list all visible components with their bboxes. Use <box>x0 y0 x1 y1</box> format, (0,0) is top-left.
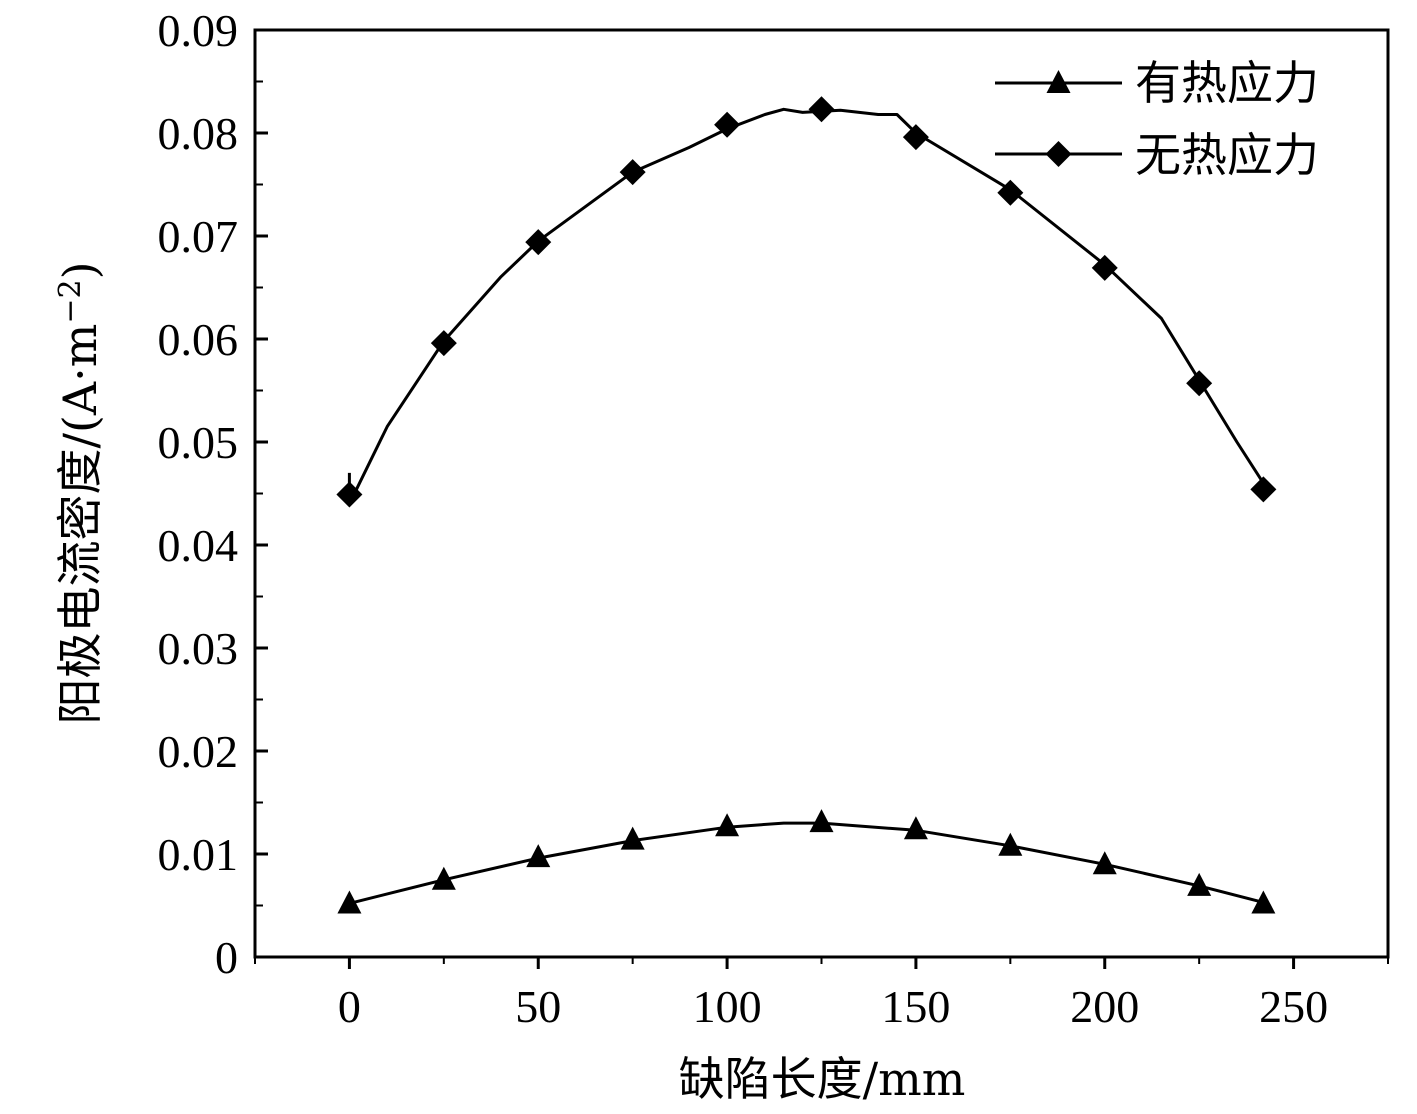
y-tick-label: 0.04 <box>158 520 239 571</box>
triangle-marker <box>715 813 740 837</box>
y-tick-label: 0 <box>215 932 238 983</box>
y-axis-label: 阳极电流密度/(A·m−2) <box>53 261 107 724</box>
triangle-marker <box>337 890 362 914</box>
x-tick-label: 150 <box>881 981 950 1032</box>
y-tick-label: 0.09 <box>158 5 239 56</box>
y-tick-label: 0.07 <box>158 211 239 262</box>
legend: 有热应力 无热应力 <box>995 56 1319 182</box>
legend-label-with-thermal-stress: 有热应力 <box>1135 56 1319 110</box>
diamond-marker <box>1250 476 1277 503</box>
y-tick-label: 0.08 <box>158 108 239 159</box>
triangle-marker <box>620 826 645 850</box>
series-line-1 <box>349 821 1264 905</box>
triangle-marker <box>1092 851 1117 875</box>
x-tick-label: 50 <box>515 981 561 1032</box>
diamond-marker <box>997 179 1024 206</box>
y-tick-label: 0.06 <box>158 314 239 365</box>
diamond-marker <box>902 124 929 151</box>
axis-ticks: 0 50 100 150 200 250 0 0.01 0.02 0.03 0.04 0.05 0.06… <box>158 5 1389 1032</box>
diamond-marker <box>1091 254 1118 281</box>
y-tick-label: 0.01 <box>158 829 239 880</box>
y-axis-label-close: ) <box>53 261 107 279</box>
y-axis-label-main: 阳极电流密度/(A·m <box>53 324 107 725</box>
triangle-marker <box>1187 872 1212 896</box>
diamond-marker <box>336 481 363 508</box>
diamond-marker <box>430 330 457 357</box>
x-axis-label: 缺陷长度/mm <box>679 1052 966 1106</box>
legend-triangle-marker <box>1046 70 1071 93</box>
series-line-2 <box>347 107 1265 506</box>
legend-label-without-thermal-stress: 无热应力 <box>1135 128 1319 182</box>
y-tick-label: 0.02 <box>158 726 239 777</box>
x-tick-label: 250 <box>1259 981 1328 1032</box>
y-tick-label: 0.03 <box>158 623 239 674</box>
triangle-marker <box>998 832 1023 856</box>
x-tick-label: 200 <box>1070 981 1139 1032</box>
triangle-marker <box>1251 890 1276 914</box>
triangle-marker <box>809 809 834 833</box>
x-tick-label: 0 <box>338 981 361 1032</box>
triangle-marker <box>431 866 456 890</box>
diamond-marker <box>714 111 741 138</box>
series-group <box>336 96 1277 914</box>
y-axis-label-exponent: −2 <box>53 279 88 323</box>
diamond-marker <box>1186 370 1213 397</box>
y-tick-label: 0.05 <box>158 417 239 468</box>
diamond-marker <box>619 159 646 186</box>
triangle-marker <box>526 844 551 868</box>
triangle-marker <box>903 816 928 840</box>
legend-diamond-marker <box>1045 141 1072 167</box>
x-tick-label: 100 <box>693 981 762 1032</box>
diamond-marker <box>808 96 835 123</box>
diamond-marker <box>525 229 552 256</box>
